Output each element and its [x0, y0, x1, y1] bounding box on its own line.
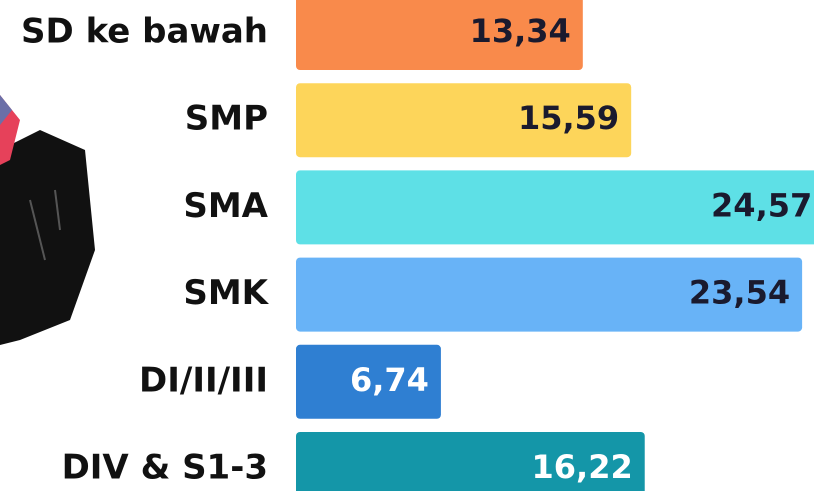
value-label: 6,74: [350, 361, 429, 399]
category-label: SMK: [183, 273, 269, 313]
category-label: SMP: [185, 99, 268, 139]
category-label: DI/II/III: [139, 360, 268, 400]
value-label: 16,22: [532, 448, 633, 486]
chart: SD ke bawah 13,34 SMP 15,59 SMA 24,57 SMK 23,54…: [0, 0, 814, 491]
value-label: 24,57: [711, 186, 812, 224]
category-label: SMA: [183, 186, 268, 226]
value-label: 13,34: [470, 12, 571, 50]
value-label: 23,54: [689, 274, 790, 312]
ballot-box-illustration: [0, 95, 95, 345]
category-label: DIV & S1-3: [62, 448, 268, 488]
value-label: 15,59: [518, 99, 619, 137]
category-label: SD ke bawah: [21, 12, 268, 52]
